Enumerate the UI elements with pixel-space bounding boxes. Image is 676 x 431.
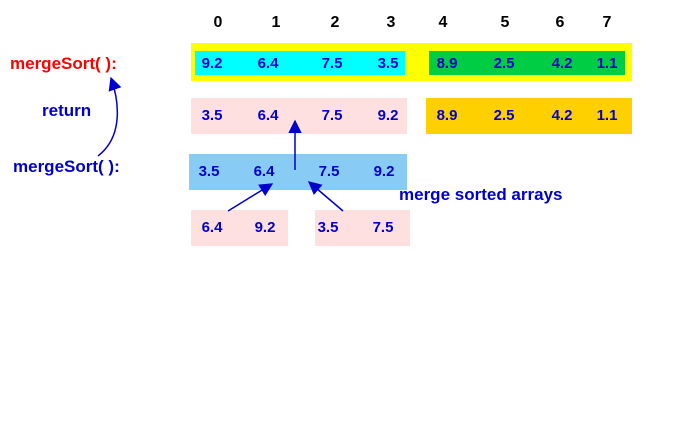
merge-sort-top-label: mergeSort( ): — [10, 54, 117, 73]
original-value-2: 7.5 — [321, 55, 343, 72]
index-4: 4 — [438, 14, 448, 31]
index-7: 7 — [602, 14, 612, 31]
original-value-3: 3.5 — [377, 55, 399, 72]
index-6: 6 — [555, 14, 565, 31]
returned-value-1: 6.4 — [257, 107, 279, 124]
index-1: 1 — [271, 14, 281, 31]
returned-value-6: 4.2 — [551, 107, 573, 124]
merge-sorted-label: merge sorted arrays — [399, 185, 563, 204]
merged-value-3: 9.2 — [373, 163, 395, 180]
original-right-block — [429, 51, 625, 75]
original-value-4: 8.9 — [436, 55, 458, 72]
half-b-block — [315, 210, 410, 246]
original-value-7: 1.1 — [596, 55, 618, 72]
return-label: return — [42, 101, 92, 120]
returned-value-2: 7.5 — [321, 107, 343, 124]
half-b-value-0: 3.5 — [317, 219, 339, 236]
half-a-value-1: 9.2 — [254, 219, 276, 236]
merged-value-1: 6.4 — [253, 163, 275, 180]
returned-value-5: 2.5 — [493, 107, 515, 124]
returned-right-block — [426, 98, 632, 134]
original-value-5: 2.5 — [493, 55, 515, 72]
returned-value-0: 3.5 — [201, 107, 223, 124]
index-0: 0 — [213, 14, 223, 31]
original-left-block — [195, 51, 405, 75]
returned-value-7: 1.1 — [596, 107, 618, 124]
merged-value-0: 3.5 — [198, 163, 220, 180]
half-a-value-0: 6.4 — [201, 219, 223, 236]
left-merge-arrow — [227, 183, 274, 212]
index-2: 2 — [330, 14, 340, 31]
return-curved-arrow — [97, 76, 122, 157]
half-a-block — [191, 210, 288, 246]
returned-value-4: 8.9 — [436, 107, 458, 124]
index-3: 3 — [386, 14, 396, 31]
merge-sort-bottom-label: mergeSort( ): — [13, 157, 120, 176]
index-5: 5 — [500, 14, 510, 31]
original-value-1: 6.4 — [257, 55, 279, 72]
merged-value-2: 7.5 — [318, 163, 340, 180]
merged-array-block — [189, 154, 407, 190]
half-b-value-1: 7.5 — [372, 219, 394, 236]
original-value-6: 4.2 — [551, 55, 573, 72]
original-value-0: 9.2 — [201, 55, 223, 72]
right-merge-arrow — [307, 181, 344, 212]
returned-value-3: 9.2 — [377, 107, 399, 124]
